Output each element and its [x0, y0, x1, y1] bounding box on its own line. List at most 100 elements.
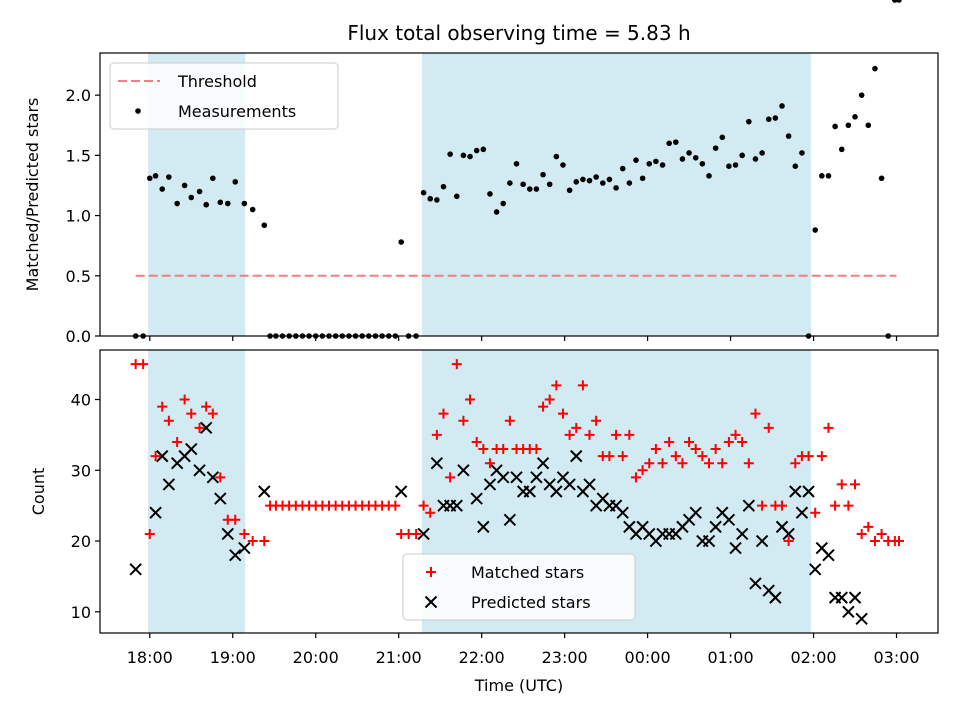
- predicted-stars-points: [130, 422, 868, 626]
- measurement-point: [152, 173, 159, 179]
- legend-box: [402, 553, 636, 621]
- measurement-point: [447, 151, 453, 157]
- predicted-star-point: [238, 541, 251, 555]
- matched-star-point: [697, 451, 708, 462]
- matched-star-point: [790, 458, 801, 469]
- predicted-star-point: [742, 499, 756, 512]
- legend-label: Predicted stars: [471, 593, 591, 612]
- measurement-point: [507, 180, 513, 186]
- measurement-point: [692, 154, 699, 161]
- predicted-star-point: [193, 464, 206, 477]
- measurement-point: [159, 186, 166, 192]
- measurement-point: [732, 162, 739, 168]
- matched-star-point: [445, 472, 456, 483]
- matched-star-point: [484, 458, 495, 469]
- measurement-point: [653, 158, 659, 165]
- matched-star-point: [179, 394, 190, 405]
- predicted-star-point: [808, 563, 822, 576]
- x-tick-label: 00:00: [625, 648, 671, 667]
- x-tick-label: 23:00: [542, 648, 588, 667]
- matched-star-point: [863, 521, 874, 532]
- bottom-y-axis-label: Count: [29, 468, 48, 516]
- predicted-star-point: [156, 449, 169, 463]
- predicted-star-point: [749, 577, 762, 590]
- predicted-star-point: [185, 442, 198, 456]
- measurement-point: [232, 179, 239, 185]
- predicted-star-point: [417, 527, 430, 541]
- measurement-point: [188, 194, 195, 201]
- bottom-legend: Matched stars Predicted stars: [402, 553, 636, 621]
- y-tick-label: 2.0: [66, 86, 91, 105]
- predicted-star-point: [477, 520, 490, 534]
- measurement-point: [566, 187, 573, 194]
- measurement-point: [166, 174, 172, 180]
- measurement-point: [785, 133, 792, 139]
- predicted-star-point: [206, 471, 220, 484]
- matched-star-point: [438, 408, 449, 419]
- matched-star-point: [894, 536, 905, 547]
- measurement-point: [706, 173, 712, 179]
- measurement-point: [779, 103, 785, 109]
- measurement-point: [467, 153, 473, 160]
- predicted-star-point: [214, 492, 227, 505]
- matched-star-point: [425, 507, 436, 518]
- matched-star-point: [664, 436, 675, 447]
- predicted-star-point: [822, 548, 835, 562]
- measurement-point: [746, 118, 752, 125]
- measurement-point: [633, 157, 639, 163]
- predicted-star-point: [722, 513, 736, 527]
- top-legend: Threshold Measurements: [109, 62, 339, 130]
- matched-star-point: [571, 422, 582, 433]
- measurement-point: [174, 200, 180, 207]
- legend-predicted-swatch: [424, 595, 438, 609]
- predicted-star-point: [755, 534, 769, 548]
- measurement-point: [241, 200, 248, 207]
- measurement-point: [896, 0, 902, 3]
- legend-matched-swatch: [426, 567, 436, 577]
- measurement-point: [540, 171, 546, 178]
- y-tick-label: 1.5: [66, 146, 91, 165]
- measurement-point: [699, 160, 706, 167]
- top-axes-frame: [99, 52, 939, 337]
- measurement-point: [210, 175, 216, 182]
- x-axis-label: Time (UTC): [474, 676, 563, 695]
- legend-label: Matched stars: [471, 563, 584, 582]
- matched-star-point: [498, 444, 509, 455]
- x-tick-label: 01:00: [708, 648, 754, 667]
- matched-star-point: [750, 408, 761, 419]
- predicted-star-point: [530, 471, 543, 484]
- matched-star-point: [465, 394, 476, 405]
- measurement-point: [181, 182, 188, 189]
- matched-star-point: [186, 408, 197, 419]
- measurement-point: [646, 160, 653, 167]
- measurement-point: [434, 197, 440, 203]
- matched-star-point: [531, 444, 542, 455]
- matched-star-point: [259, 536, 270, 547]
- y-tick-label: 40: [71, 391, 91, 410]
- measurement-point: [739, 152, 745, 159]
- matched-star-point: [876, 528, 887, 539]
- legend-box: [109, 62, 339, 130]
- measurement-point: [586, 177, 593, 184]
- matched-star-point: [710, 444, 721, 455]
- measurement-point: [845, 122, 852, 129]
- top-panel: 0.00.51.01.52.0 Matched/Predicted stars …: [23, 0, 939, 346]
- predicted-star-point: [483, 478, 497, 491]
- predicted-star-point: [702, 534, 716, 548]
- measurement-point: [659, 162, 666, 168]
- predicted-star-point: [795, 506, 809, 519]
- x-tick-label: 02:00: [790, 648, 836, 667]
- predicted-star-point: [550, 485, 563, 498]
- predicted-star-point: [450, 499, 463, 512]
- bottom-panel: 10 20 30 40 18:00 19:00 20:00 21:00 22:00 23:00 0…: [29, 350, 939, 695]
- predicted-star-point: [510, 471, 523, 484]
- measurement-point: [593, 174, 599, 180]
- matched-star-point: [538, 401, 549, 412]
- predicted-star-point: [523, 485, 536, 498]
- x-tick-label: 18:00: [127, 648, 173, 667]
- y-tick-label: 20: [71, 532, 91, 551]
- matched-star-point: [869, 536, 880, 547]
- measurement-point: [639, 175, 646, 182]
- matched-star-point: [157, 401, 168, 412]
- predicted-star-point: [563, 478, 576, 491]
